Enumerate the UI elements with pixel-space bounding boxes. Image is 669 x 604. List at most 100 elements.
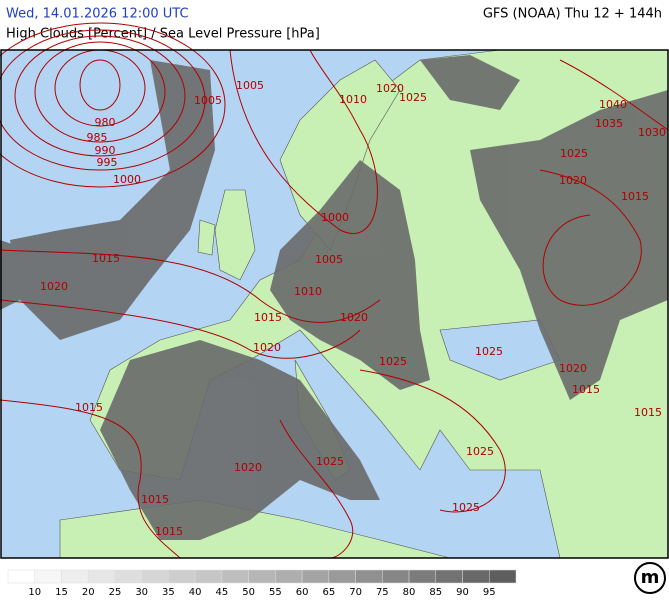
isobar <box>279 419 353 559</box>
cloud-west <box>0 240 30 310</box>
isobar <box>14 35 186 157</box>
legend-tick-label: 85 <box>429 587 442 598</box>
legend-swatch <box>408 569 437 584</box>
isobar-label: 1020 <box>234 461 262 474</box>
legend: 10 15 20 25 30 35 40 45 50 55 60 65 70 75 80 85 90 95 <box>7 569 517 598</box>
legend-swatch <box>87 569 116 584</box>
isobar-label: 1015 <box>141 493 169 506</box>
isobar-label: 1035 <box>595 117 623 130</box>
logo-text: m <box>641 567 660 588</box>
isobar-label: 1015 <box>155 525 183 538</box>
isobar-label: 1025 <box>379 355 407 368</box>
isobar-label: 1025 <box>466 445 494 458</box>
isobar-label: 1030 <box>638 126 666 139</box>
legend-swatch <box>61 569 89 584</box>
isobar-label: 1025 <box>560 147 588 160</box>
isobar-label: 1020 <box>559 362 587 375</box>
isobar <box>359 369 506 513</box>
isobar <box>229 49 378 234</box>
cloud-east <box>470 90 668 400</box>
britain <box>214 189 256 281</box>
legend-tick-label: 75 <box>376 587 389 598</box>
isobar <box>559 59 669 131</box>
legend-swatch <box>382 569 410 584</box>
legend-tick-label: 95 <box>483 587 496 598</box>
isobar <box>0 249 381 323</box>
isobar-label: 990 <box>95 144 116 157</box>
isobar <box>539 169 642 306</box>
cloud-central <box>270 160 430 390</box>
legend-tick-label: 35 <box>162 587 175 598</box>
isobar-label: 1025 <box>452 501 480 514</box>
isobar-label: 1015 <box>92 252 120 265</box>
legend-swatch <box>194 569 223 584</box>
isobar-label: 1005 <box>315 253 343 266</box>
legend-tick-label: 25 <box>109 587 122 598</box>
map-frame <box>0 49 669 559</box>
legend-tick-label: 80 <box>403 587 416 598</box>
legend-swatch <box>435 569 463 584</box>
isobar <box>79 59 121 111</box>
isobar-labels: 1005100598098599099510001010102010251040… <box>40 79 666 538</box>
ireland <box>197 219 216 256</box>
header-datetime: Wed, 14.01.2026 12:00 UTC <box>6 7 189 22</box>
isobar-label: 1015 <box>621 190 649 203</box>
legend-swatch <box>221 569 249 584</box>
isobar-label: 1040 <box>599 98 627 111</box>
isobar-label: 1020 <box>376 82 404 95</box>
isobar-label: 980 <box>95 116 116 129</box>
cloud-atlantic <box>10 60 215 340</box>
legend-swatch <box>7 569 35 584</box>
isobar <box>0 399 181 559</box>
isobar-label: 1015 <box>634 406 662 419</box>
isobar-label: 1020 <box>253 341 281 354</box>
isobar-label: 1015 <box>572 383 600 396</box>
isobar-label: 1015 <box>75 401 103 414</box>
legend-tick-label: 30 <box>135 587 148 598</box>
isobar-label: 1025 <box>399 91 427 104</box>
legend-tick-label: 65 <box>322 587 335 598</box>
isobar <box>0 299 361 359</box>
isobar-label: 1010 <box>339 93 367 106</box>
cloud-north <box>420 55 520 110</box>
legend-tick-label: 70 <box>349 587 362 598</box>
isobar-label: 985 <box>87 131 108 144</box>
cloud-mediterranean <box>100 340 380 540</box>
isobar-label: 1015 <box>254 311 282 324</box>
black-sea <box>439 319 561 381</box>
legend-tick-label: 90 <box>456 587 469 598</box>
legend-swatch <box>168 569 196 584</box>
legend-swatch <box>141 569 169 584</box>
legend-swatch <box>355 569 383 584</box>
legend-swatch <box>114 569 142 584</box>
legend-swatch <box>462 569 490 584</box>
legend-swatch <box>489 569 517 584</box>
isobar-label: 1010 <box>294 285 322 298</box>
isobar-label: 1000 <box>113 173 141 186</box>
legend-tick-label: 20 <box>82 587 95 598</box>
legend-swatch <box>34 569 62 584</box>
legend-tick-label: 50 <box>242 587 255 598</box>
isobar-label: 995 <box>97 156 118 169</box>
legend-tick-label: 10 <box>28 587 41 598</box>
legend-tick-label: 40 <box>189 587 202 598</box>
legend-tick-label: 15 <box>55 587 68 598</box>
isobar-label: 1000 <box>321 211 349 224</box>
legend-tick-label: 60 <box>296 587 309 598</box>
isobar-label: 1025 <box>475 345 503 358</box>
isobar-label: 1005 <box>236 79 264 92</box>
isobar-label: 1020 <box>340 311 368 324</box>
legend-tick-label: 45 <box>216 587 229 598</box>
isobar <box>34 41 166 143</box>
legend-swatch <box>275 569 303 584</box>
isobar-label: 1020 <box>559 174 587 187</box>
legend-swatch <box>328 569 356 584</box>
map-area: 1005100598098599099510001010102010251040… <box>0 22 669 559</box>
isobar <box>0 22 226 188</box>
isobar-label: 1005 <box>194 94 222 107</box>
legend-swatch <box>248 569 276 584</box>
logo <box>634 562 666 594</box>
isobar <box>0 29 206 171</box>
